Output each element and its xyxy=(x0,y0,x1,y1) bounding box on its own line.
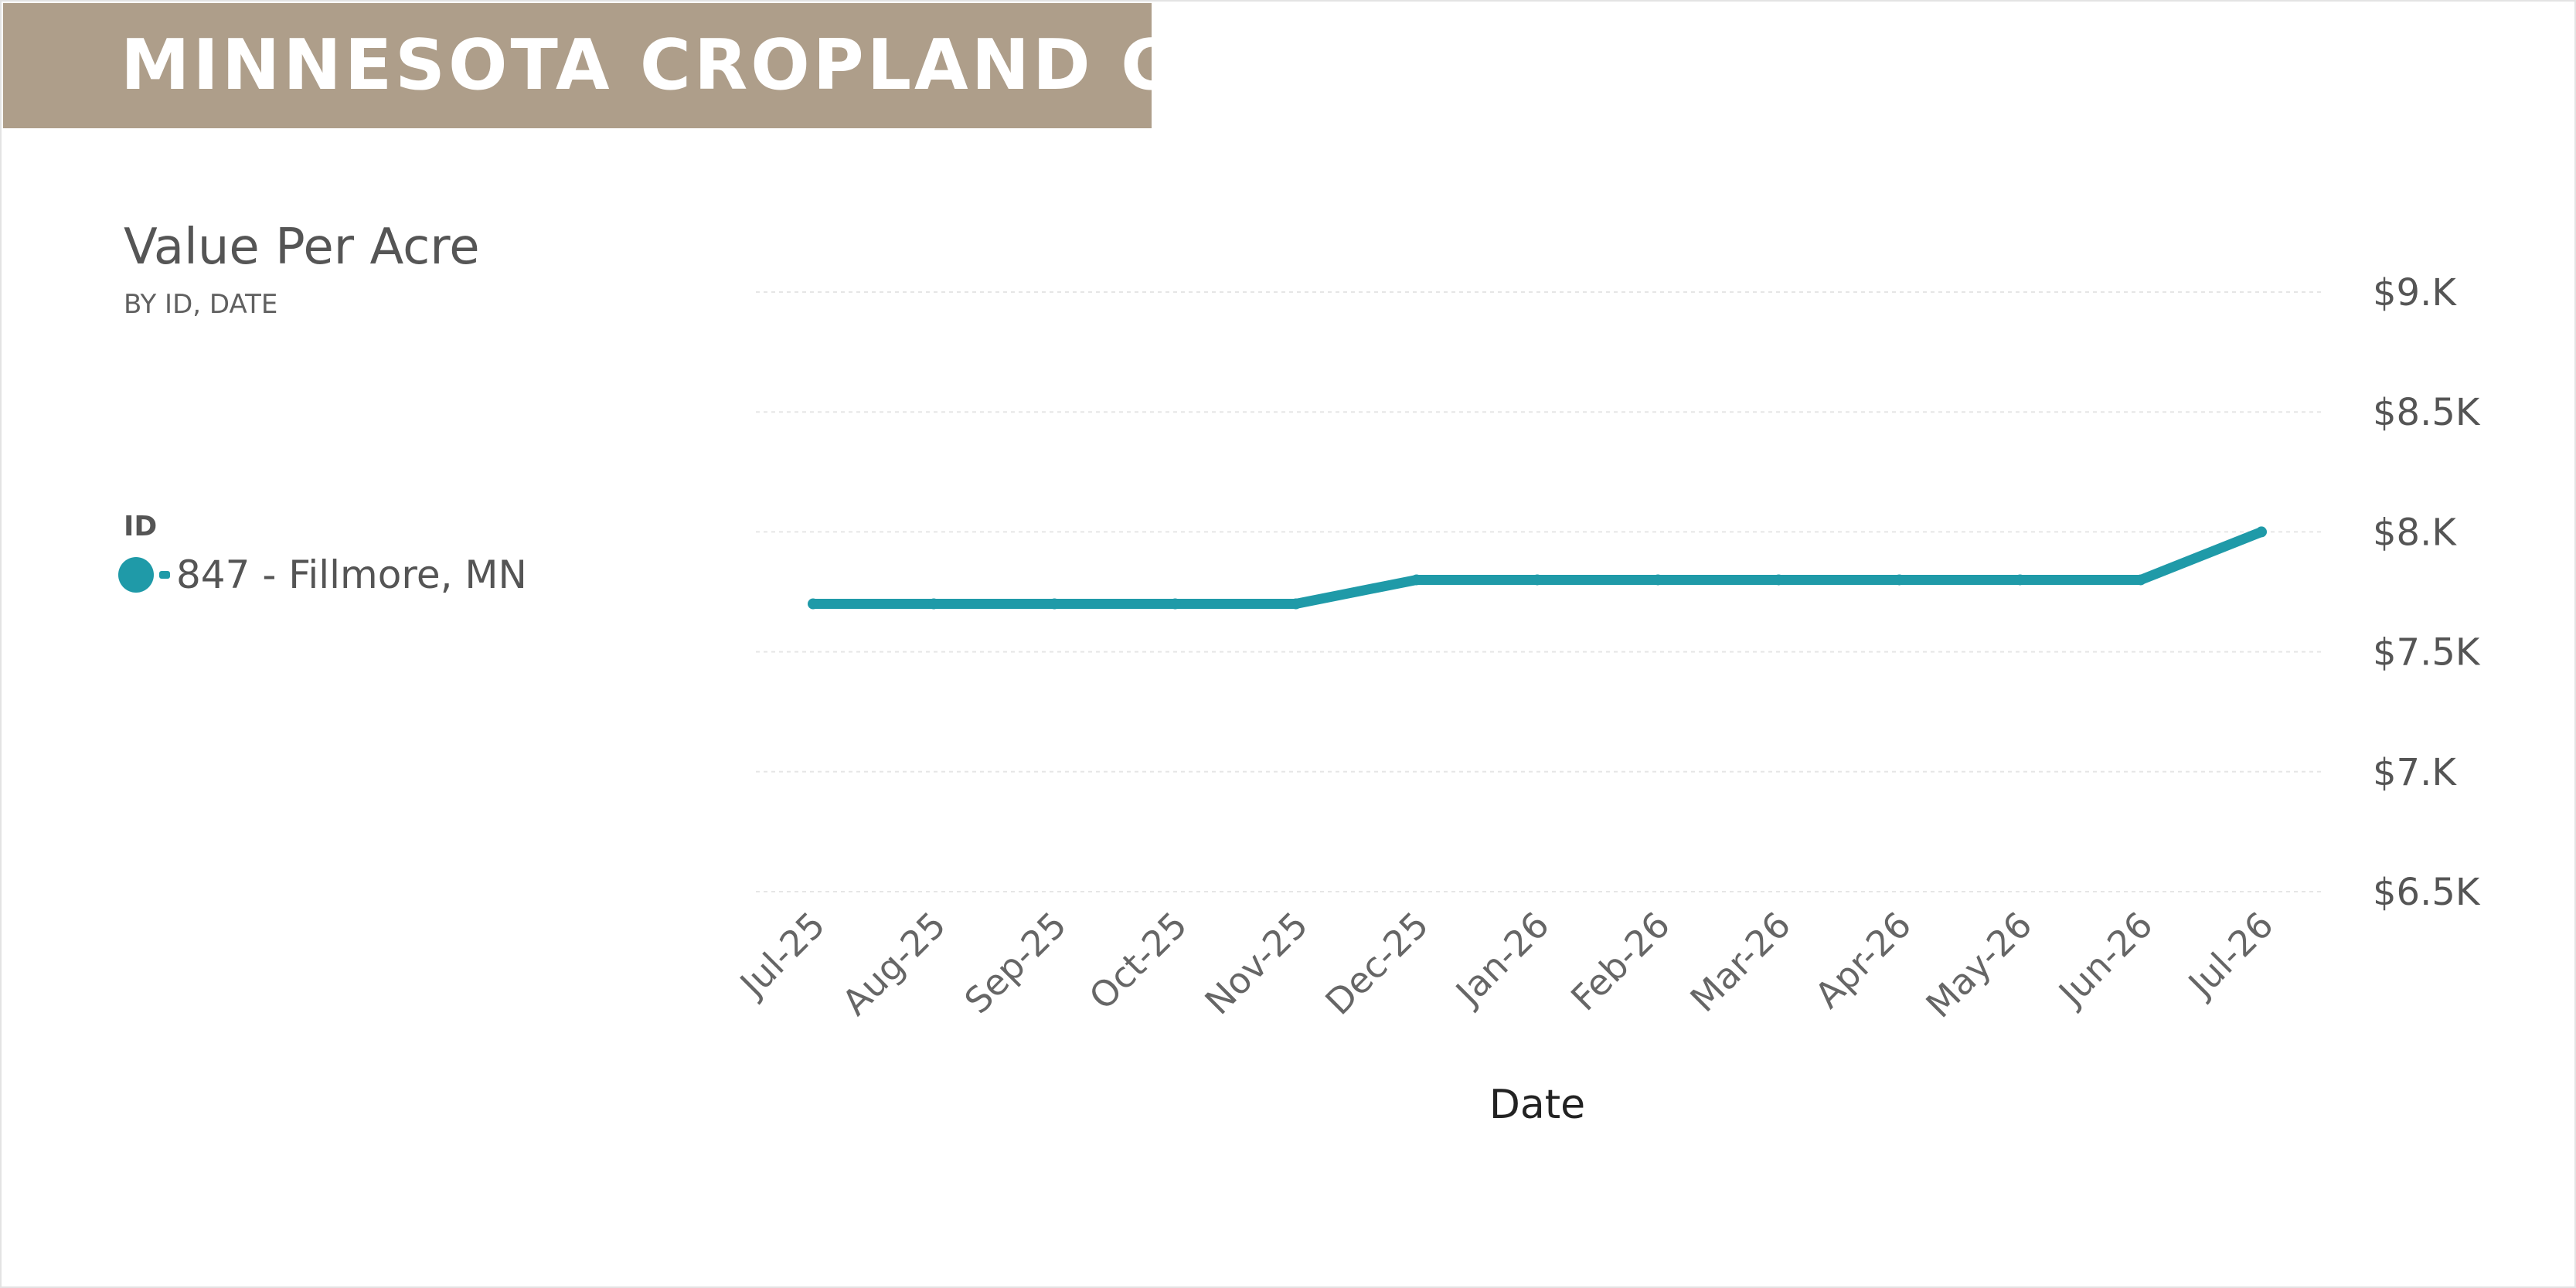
data-point[interactable] xyxy=(1773,574,1785,586)
data-point[interactable] xyxy=(808,598,818,610)
chart-title: Value Per Acre xyxy=(124,219,480,276)
data-point[interactable] xyxy=(928,598,940,610)
y-tick-label: $7.5K xyxy=(2373,631,2481,675)
data-point[interactable] xyxy=(1652,574,1664,586)
y-tick-label: $8.5K xyxy=(2373,391,2481,434)
x-tick-label: Jun-26 xyxy=(2049,904,2160,1015)
x-tick-label: May-26 xyxy=(1918,904,2040,1026)
data-point[interactable] xyxy=(2256,526,2267,538)
title-banner: MINNESOTA CROPLAND C xyxy=(3,3,1172,128)
x-tick-label: Jan-26 xyxy=(1446,904,1557,1015)
x-tick-label: Nov-25 xyxy=(1197,904,1316,1023)
data-point[interactable] xyxy=(1411,574,1422,586)
chart-subtitle: BY ID, DATE xyxy=(124,289,278,320)
legend-item[interactable]: 847 - Fillmore, MN xyxy=(117,552,527,598)
data-point[interactable] xyxy=(1049,598,1060,610)
x-axis-label: Date xyxy=(1489,1082,1585,1128)
x-tick-label: Sep-25 xyxy=(956,904,1074,1022)
data-point[interactable] xyxy=(2014,574,2026,586)
x-tick-label: Feb-26 xyxy=(1563,904,1678,1019)
x-tick-label: Aug-25 xyxy=(834,904,954,1024)
data-point[interactable] xyxy=(1532,574,1543,586)
y-tick-label: $8.K xyxy=(2373,511,2457,554)
x-tick-label: Jul-26 xyxy=(2179,904,2282,1007)
series-line[interactable] xyxy=(808,526,2267,609)
x-tick-label: Apr-26 xyxy=(1807,904,1920,1017)
x-tick-label: Mar-26 xyxy=(1683,904,1799,1021)
gridlines xyxy=(756,291,2322,892)
x-axis: Jul-25 Aug-25 Sep-25 Oct-25 Nov-25 Dec-25 Jan-… xyxy=(730,904,2282,1026)
legend-label: 847 - Fillmore, MN xyxy=(176,552,527,597)
x-tick-label: Dec-25 xyxy=(1317,904,1436,1023)
banner-title: MINNESOTA CROPLAND C xyxy=(121,25,1176,106)
data-point[interactable] xyxy=(1290,598,1302,610)
legend-marker-icon xyxy=(118,557,170,593)
data-point[interactable] xyxy=(1894,574,1905,586)
data-point[interactable] xyxy=(2135,574,2146,586)
x-tick-label: Jul-25 xyxy=(730,904,833,1007)
legend-title: ID xyxy=(124,511,158,542)
y-tick-label: $7.K xyxy=(2373,751,2457,794)
series xyxy=(808,526,2267,610)
data-point[interactable] xyxy=(1169,598,1181,610)
x-tick-label: Oct-25 xyxy=(1081,904,1196,1018)
y-tick-label: $6.5K xyxy=(2373,871,2481,914)
y-axis: $9.K $8.5K $8.K $7.5K $7.K $6.5K xyxy=(2373,271,2481,914)
y-tick-label: $9.K xyxy=(2373,271,2457,314)
